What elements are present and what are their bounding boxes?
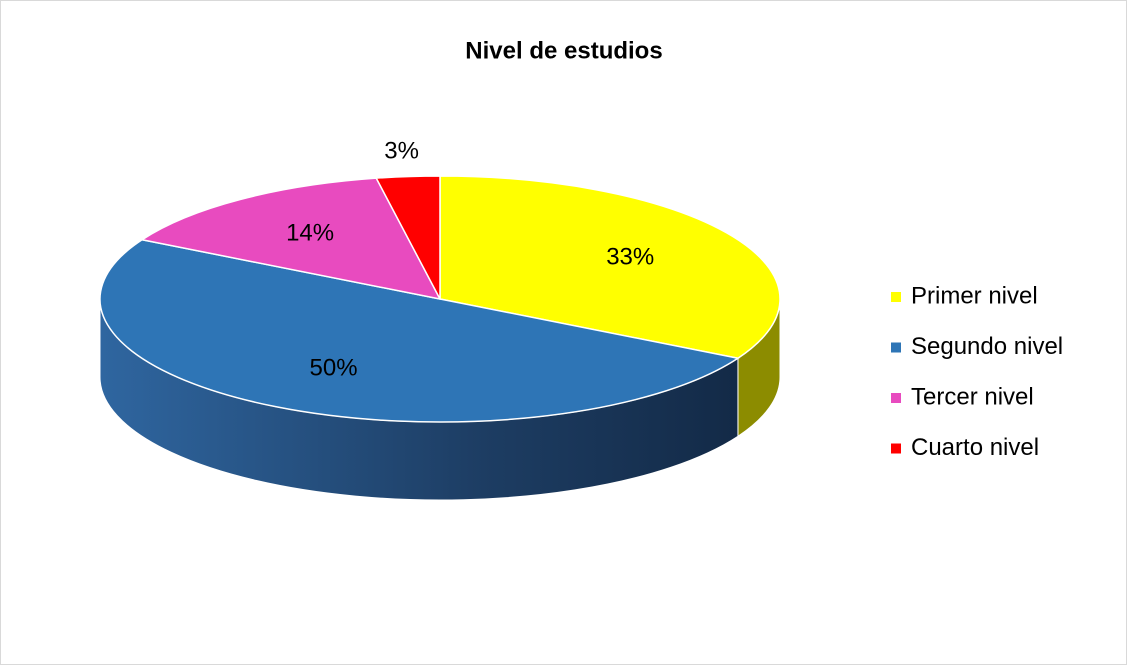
data-label: 33% (606, 244, 654, 271)
legend-label: Tercer nivel (911, 383, 1034, 410)
legend-swatch (891, 443, 901, 454)
data-label: 50% (310, 354, 358, 381)
slice (140, 177, 442, 301)
legend: Primer nivel Segundo nivel Tercer nivel Cua… (891, 282, 1063, 461)
data-labels: 33% 50% 14% 3% (286, 137, 654, 381)
legend-swatch (891, 292, 901, 302)
pie-sides (99, 298, 781, 501)
data-label: 14% (286, 220, 334, 247)
data-label: 3% (384, 137, 419, 164)
legend-swatch (891, 342, 901, 353)
slice (375, 175, 441, 300)
legend-label: Cuarto nivel (911, 434, 1039, 461)
chart-title: Nivel de estudios (465, 37, 662, 64)
legend-label: Primer nivel (911, 282, 1038, 309)
legend-label: Segundo nivel (911, 333, 1063, 360)
pie-tops (99, 175, 781, 423)
legend-swatch (891, 393, 901, 403)
slice (439, 175, 781, 360)
slice (99, 238, 740, 423)
